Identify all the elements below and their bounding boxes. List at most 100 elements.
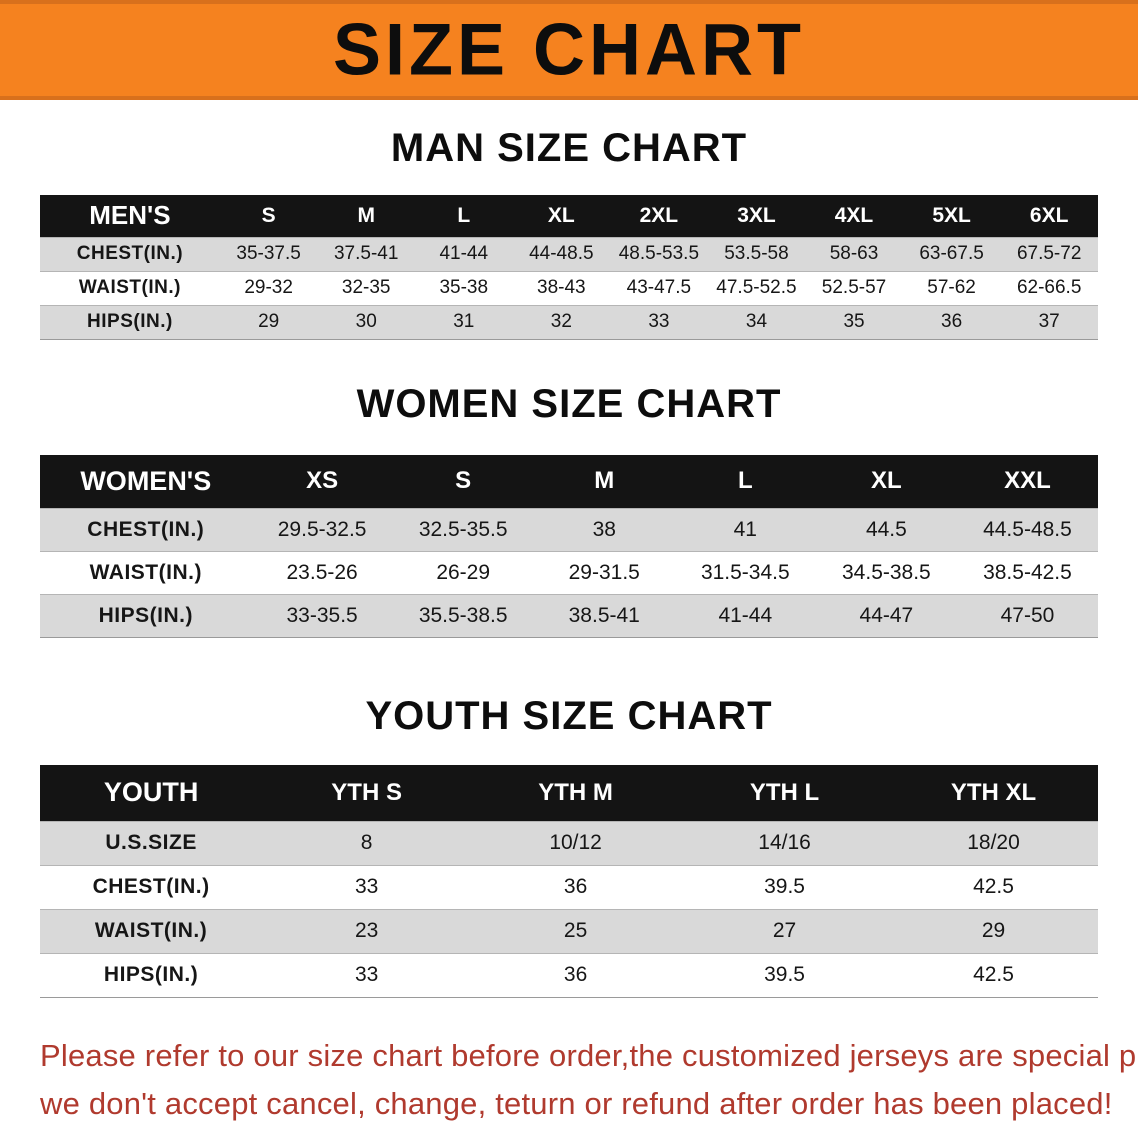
column-header: YTH XL bbox=[889, 765, 1098, 821]
column-header: M bbox=[317, 195, 415, 237]
table-row: CHEST(IN.) 35-37.5 37.5-41 41-44 44-48.5 48.5… bbox=[40, 236, 1098, 271]
mens-size-table: MEN'S S M L XL 2XL 3XL 4XL 5XL 6XL CHEST(IN.) 35-37… bbox=[40, 195, 1098, 340]
column-header: YTH M bbox=[471, 765, 681, 821]
size-cell: 37 bbox=[1000, 304, 1098, 339]
man-size-chart-heading: MAN SIZE CHART bbox=[390, 126, 748, 170]
size-cell: 53.5-58 bbox=[707, 236, 806, 271]
row-label: HIPS(IN.) bbox=[40, 304, 220, 339]
youth-size-chart-heading: YOUTH SIZE CHART bbox=[365, 694, 773, 738]
table-header-row: WOMEN'S XS S M L XL XXL bbox=[40, 454, 1098, 509]
column-header: XS bbox=[251, 454, 393, 509]
size-cell: 8 bbox=[262, 820, 472, 865]
table-header-row: YOUTH YTH S YTH M YTH L YTH XL bbox=[40, 765, 1098, 821]
size-cell: 63-67.5 bbox=[902, 236, 1001, 271]
size-cell: 41-44 bbox=[414, 236, 513, 271]
row-label: CHEST(IN.) bbox=[40, 508, 252, 552]
column-header: S bbox=[392, 454, 534, 509]
column-header: 3XL bbox=[707, 195, 806, 237]
size-cell: 26-29 bbox=[392, 551, 534, 595]
size-cell: 57-62 bbox=[902, 270, 1001, 305]
size-cell: 35.5-38.5 bbox=[392, 594, 534, 638]
size-cell: 29-31.5 bbox=[533, 551, 675, 595]
table-row: HIPS(IN.) 33-35.5 35.5-38.5 38.5-41 41-44 44-… bbox=[40, 594, 1098, 638]
table-row: U.S.SIZE 8 10/12 14/16 18/20 bbox=[40, 820, 1098, 865]
womens-size-table: WOMEN'S XS S M L XL XXL CHEST(IN.) 29.5-32.5 32.5… bbox=[40, 454, 1098, 638]
size-cell: 32-35 bbox=[317, 270, 415, 305]
size-cell: 18/20 bbox=[889, 820, 1098, 865]
size-cell: 34 bbox=[707, 304, 806, 339]
column-header: YTH L bbox=[680, 765, 890, 821]
table-corner-header: YOUTH bbox=[40, 765, 263, 821]
size-cell: 41-44 bbox=[674, 594, 816, 638]
size-cell: 35-38 bbox=[414, 270, 513, 305]
size-cell: 33 bbox=[610, 304, 708, 339]
size-cell: 38-43 bbox=[512, 270, 611, 305]
size-cell: 43-47.5 bbox=[610, 270, 708, 305]
size-cell: 35 bbox=[805, 304, 903, 339]
size-cell: 32.5-35.5 bbox=[392, 508, 534, 552]
size-cell: 34.5-38.5 bbox=[815, 551, 957, 595]
order-disclaimer: Please refer to our size chart before or… bbox=[40, 1032, 1138, 1130]
women-size-chart-heading: WOMEN SIZE CHART bbox=[356, 381, 782, 426]
size-cell: 37.5-41 bbox=[317, 236, 415, 271]
table-row: HIPS(IN.) 33 36 39.5 42.5 bbox=[40, 952, 1098, 997]
disclaimer-line-2: we don't accept cancel, change, teturn o… bbox=[40, 1086, 1113, 1122]
size-cell: 42.5 bbox=[889, 952, 1098, 997]
column-header: XL bbox=[512, 195, 611, 237]
table-corner-header: MEN'S bbox=[40, 195, 220, 237]
size-cell: 25 bbox=[471, 908, 681, 953]
size-cell: 33 bbox=[262, 864, 472, 909]
size-cell: 47-50 bbox=[956, 594, 1098, 638]
column-header: L bbox=[414, 195, 513, 237]
size-cell: 29-32 bbox=[219, 270, 318, 305]
column-header: XXL bbox=[956, 454, 1098, 509]
size-cell: 10/12 bbox=[471, 820, 681, 865]
table-row: HIPS(IN.) 29 30 31 32 33 34 35 36 37 bbox=[40, 304, 1098, 339]
size-cell: 44.5-48.5 bbox=[956, 508, 1098, 552]
size-cell: 67.5-72 bbox=[1000, 236, 1098, 271]
table-row: CHEST(IN.) 33 36 39.5 42.5 bbox=[40, 864, 1098, 909]
size-cell: 29 bbox=[219, 304, 318, 339]
size-cell: 33-35.5 bbox=[251, 594, 393, 638]
column-header: 2XL bbox=[610, 195, 708, 237]
size-cell: 33 bbox=[262, 952, 472, 997]
size-cell: 32 bbox=[512, 304, 611, 339]
size-cell: 23.5-26 bbox=[251, 551, 393, 595]
size-cell: 38.5-41 bbox=[533, 594, 675, 638]
youth-size-table: YOUTH YTH S YTH M YTH L YTH XL U.S.SIZE 8 10/12… bbox=[40, 765, 1098, 998]
page-title: SIZE CHART bbox=[333, 9, 805, 91]
table-row: WAIST(IN.) 23.5-26 26-29 29-31.5 31.5-34.5 34… bbox=[40, 551, 1098, 595]
row-label: HIPS(IN.) bbox=[40, 594, 252, 638]
size-cell: 36 bbox=[902, 304, 1001, 339]
size-cell: 44.5 bbox=[815, 508, 957, 552]
size-cell: 44-48.5 bbox=[512, 236, 611, 271]
size-cell: 31 bbox=[414, 304, 513, 339]
row-label: CHEST(IN.) bbox=[40, 864, 263, 909]
table-row: WAIST(IN.) 23 25 27 29 bbox=[40, 908, 1098, 953]
size-cell: 39.5 bbox=[680, 952, 890, 997]
size-cell: 31.5-34.5 bbox=[674, 551, 816, 595]
row-label: WAIST(IN.) bbox=[40, 908, 263, 953]
size-cell: 14/16 bbox=[680, 820, 890, 865]
size-cell: 27 bbox=[680, 908, 890, 953]
size-cell: 38.5-42.5 bbox=[956, 551, 1098, 595]
size-cell: 58-63 bbox=[805, 236, 903, 271]
row-label: WAIST(IN.) bbox=[40, 551, 252, 595]
size-cell: 52.5-57 bbox=[805, 270, 903, 305]
size-cell: 42.5 bbox=[889, 864, 1098, 909]
size-cell: 36 bbox=[471, 864, 681, 909]
size-cell: 39.5 bbox=[680, 864, 890, 909]
table-row: WAIST(IN.) 29-32 32-35 35-38 38-43 43-47.5 47.… bbox=[40, 270, 1098, 305]
size-cell: 47.5-52.5 bbox=[707, 270, 806, 305]
disclaimer-line-1: Please refer to our size chart before or… bbox=[40, 1037, 1138, 1073]
table-corner-header: WOMEN'S bbox=[40, 454, 252, 509]
size-cell: 23 bbox=[262, 908, 472, 953]
size-chart-banner: SIZE CHART bbox=[0, 0, 1138, 100]
column-header: XL bbox=[815, 454, 957, 509]
column-header: YTH S bbox=[262, 765, 472, 821]
column-header: 4XL bbox=[805, 195, 903, 237]
column-header: 6XL bbox=[1000, 195, 1098, 237]
table-row: CHEST(IN.) 29.5-32.5 32.5-35.5 38 41 44.5 44.5… bbox=[40, 508, 1098, 552]
column-header: S bbox=[219, 195, 318, 237]
